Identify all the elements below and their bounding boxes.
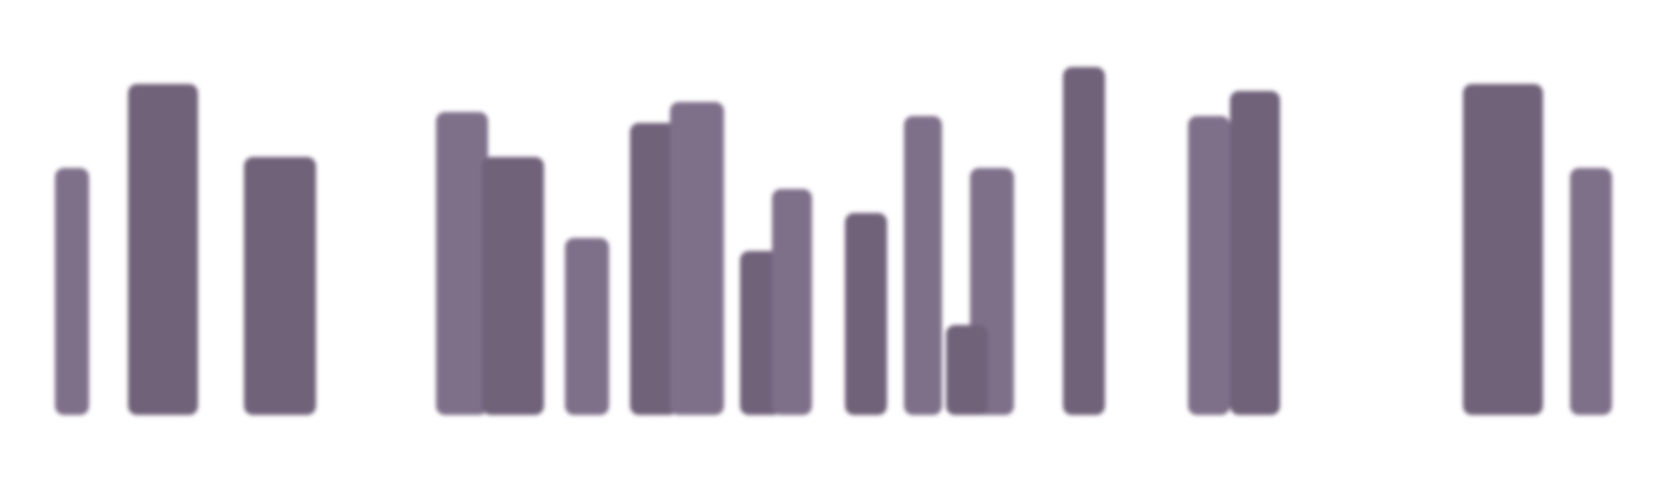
- bar-12: [904, 116, 942, 415]
- bar-17: [1230, 91, 1280, 415]
- bar-9: [740, 251, 782, 415]
- bar-3: [244, 157, 316, 415]
- bar-14: [946, 325, 988, 415]
- bar-15: [1063, 67, 1105, 415]
- bar-4: [436, 112, 488, 415]
- bar-1: [55, 168, 89, 415]
- bar-5: [482, 157, 544, 415]
- bar-6: [565, 238, 609, 415]
- bars-group: [55, 67, 1612, 415]
- bar-7: [630, 123, 678, 415]
- bar-16: [1188, 116, 1230, 415]
- bar-19: [1570, 168, 1612, 415]
- bar-8: [670, 102, 724, 415]
- bar-18: [1463, 84, 1543, 415]
- bar-2: [128, 84, 198, 415]
- bar-11: [845, 213, 887, 415]
- bar-10: [772, 189, 812, 415]
